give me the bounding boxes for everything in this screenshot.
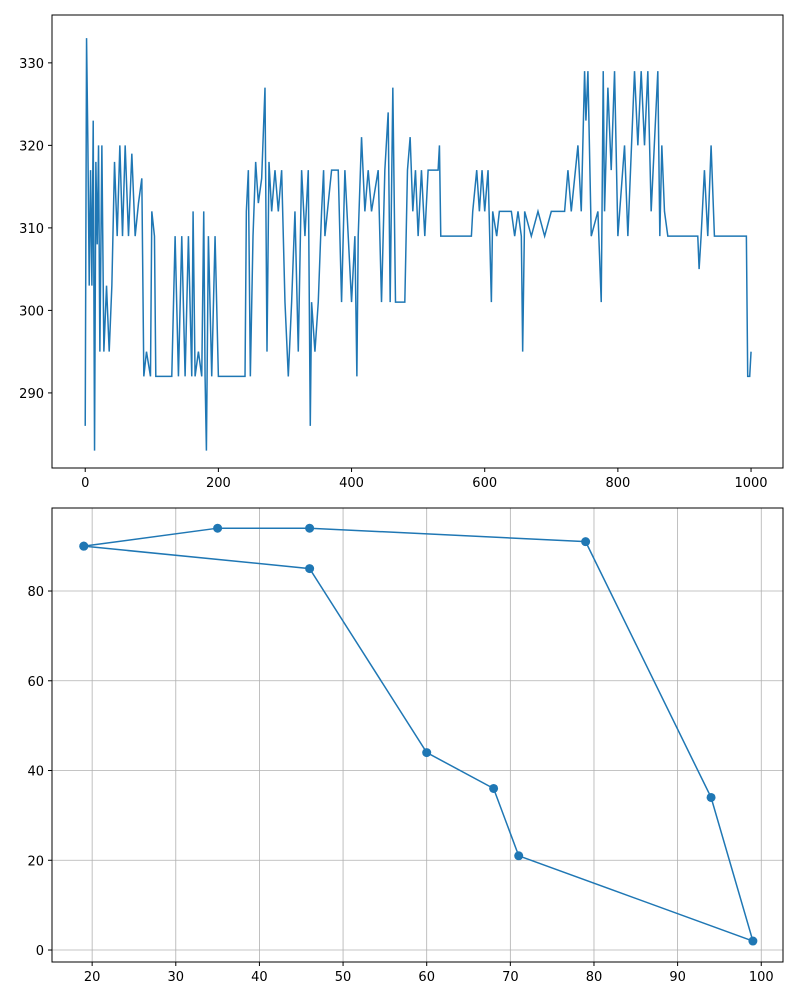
data-point	[748, 936, 758, 946]
y-tick-label: 290	[19, 387, 44, 402]
axes-frame	[51, 14, 784, 469]
y-tick-label: 60	[27, 675, 44, 690]
y-tick-label: 20	[27, 854, 44, 869]
y-tick-label: 330	[19, 57, 44, 72]
x-tick-label: 90	[669, 970, 686, 985]
data-point	[305, 564, 315, 574]
y-tick-label: 0	[36, 944, 44, 959]
data-point	[581, 537, 591, 547]
y-tick-label: 80	[27, 585, 44, 600]
x-tick-label: 30	[168, 970, 185, 985]
data-line	[84, 38, 752, 451]
x-tick-label: 1000	[734, 476, 767, 491]
data-point	[79, 541, 89, 551]
y-tick-label: 320	[19, 139, 44, 154]
y-tick-label: 310	[19, 222, 44, 237]
x-tick-label: 800	[605, 476, 630, 491]
data-point	[213, 523, 223, 533]
x-tick-label: 0	[81, 476, 89, 491]
x-tick-label: 600	[472, 476, 497, 491]
data-point	[489, 783, 499, 793]
x-tick-label: 200	[206, 476, 231, 491]
data-point	[706, 792, 716, 802]
x-tick-label: 20	[84, 970, 101, 985]
x-tick-label: 80	[586, 970, 603, 985]
data-point	[422, 748, 432, 758]
x-tick-label: 40	[251, 970, 268, 985]
x-tick-label: 70	[502, 970, 519, 985]
x-tick-label: 400	[339, 476, 364, 491]
data-point	[305, 523, 315, 533]
axes-frame	[51, 507, 784, 963]
x-tick-label: 100	[749, 970, 774, 985]
data-point	[514, 851, 524, 861]
x-tick-label: 60	[418, 970, 435, 985]
y-tick-label: 300	[19, 304, 44, 319]
y-tick-label: 40	[27, 765, 44, 780]
data-line	[83, 527, 755, 943]
x-tick-label: 50	[335, 970, 352, 985]
